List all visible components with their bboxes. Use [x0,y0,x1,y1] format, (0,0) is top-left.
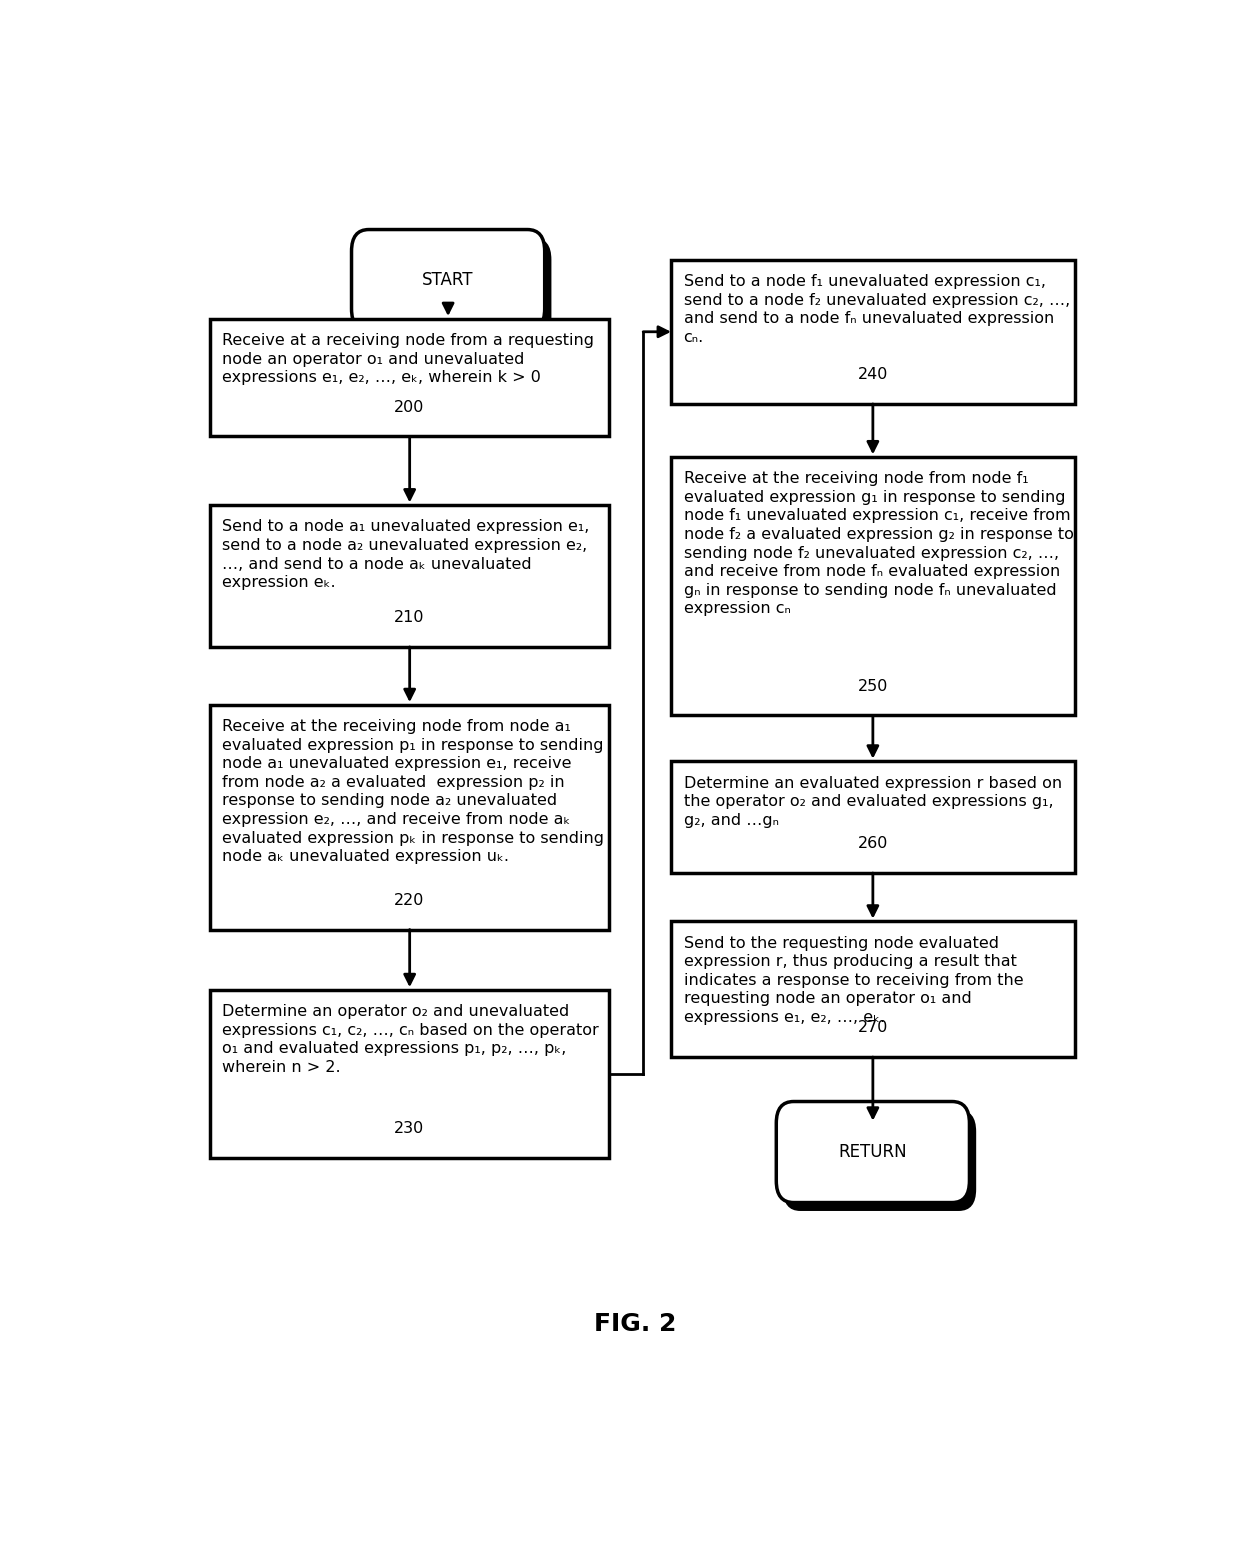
Text: 210: 210 [394,611,424,625]
Text: 200: 200 [394,400,424,415]
FancyBboxPatch shape [671,922,1075,1057]
Text: 240: 240 [858,367,888,383]
FancyBboxPatch shape [358,237,552,339]
Text: START: START [423,272,474,289]
FancyBboxPatch shape [776,1101,970,1203]
Text: 260: 260 [858,836,888,851]
Text: 230: 230 [394,1122,424,1137]
Text: Receive at a receiving node from a requesting
node an operator o₁ and unevaluate: Receive at a receiving node from a reque… [222,333,594,386]
FancyBboxPatch shape [210,704,609,929]
Text: RETURN: RETURN [838,1143,908,1161]
Text: Receive at the receiving node from node f₁
evaluated expression g₁ in response t: Receive at the receiving node from node … [683,472,1074,617]
FancyBboxPatch shape [671,259,1075,405]
FancyBboxPatch shape [671,761,1075,873]
FancyBboxPatch shape [351,230,544,331]
Text: FIG. 2: FIG. 2 [594,1312,677,1336]
Text: 250: 250 [858,679,888,694]
Text: Send to a node a₁ unevaluated expression e₁,
send to a node a₂ unevaluated expre: Send to a node a₁ unevaluated expression… [222,520,590,590]
Text: 220: 220 [394,893,424,908]
FancyBboxPatch shape [210,319,609,436]
Text: Send to a node f₁ unevaluated expression c₁,
send to a node f₂ unevaluated expre: Send to a node f₁ unevaluated expression… [683,273,1070,345]
Text: Determine an evaluated expression r based on
the operator o₂ and evaluated expre: Determine an evaluated expression r base… [683,776,1061,828]
Text: Send to the requesting node evaluated
expression r, thus producing a result that: Send to the requesting node evaluated ex… [683,936,1023,1025]
FancyBboxPatch shape [210,505,609,647]
FancyBboxPatch shape [671,456,1075,715]
Text: 270: 270 [858,1020,888,1036]
Text: Receive at the receiving node from node a₁
evaluated expression p₁ in response t: Receive at the receiving node from node … [222,719,604,864]
FancyBboxPatch shape [210,990,609,1157]
Text: Determine an operator o₂ and unevaluated
expressions c₁, c₂, …, cₙ based on the : Determine an operator o₂ and unevaluated… [222,1004,599,1075]
FancyBboxPatch shape [782,1111,976,1211]
